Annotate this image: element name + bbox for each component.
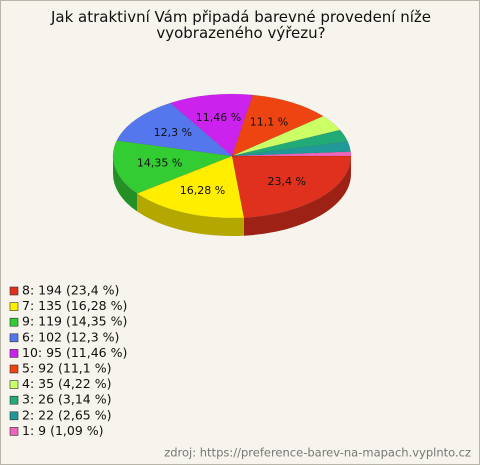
pie-slice <box>231 151 352 157</box>
pie-slice <box>169 93 254 157</box>
pie-side <box>113 156 138 212</box>
legend-swatch <box>9 364 19 374</box>
slice-label: 12,3 % <box>154 126 192 139</box>
pie-slice <box>116 102 233 157</box>
pie-side <box>137 193 244 236</box>
pie-slice <box>112 140 233 194</box>
legend-label: 10: 95 (11,46 %) <box>22 345 127 360</box>
pie-side <box>243 156 351 236</box>
pie-slice <box>136 155 245 219</box>
legend-swatch <box>9 427 19 436</box>
legend-swatch <box>9 411 19 421</box>
pie-slice <box>231 129 349 157</box>
slice-label: 11,46 % <box>196 111 241 124</box>
legend-swatch <box>9 286 19 296</box>
legend-swatch <box>9 317 19 327</box>
pie-slice <box>231 94 324 157</box>
pie-slice <box>231 155 352 218</box>
legend-label: 5: 92 (11,1 %) <box>22 361 111 376</box>
chart-title: Jak atraktivní Vám připadá barevné prove… <box>50 8 432 42</box>
legend-label: 3: 26 (3,14 %) <box>22 392 111 407</box>
legend-label: 7: 135 (16,28 %) <box>22 298 127 313</box>
legend-swatch <box>9 333 19 343</box>
slice-label: 11,1 % <box>250 116 288 129</box>
legend-label: 9: 119 (14,35 %) <box>22 314 127 329</box>
pie-slice <box>231 115 341 157</box>
legend-label: 4: 35 (4,22 %) <box>22 376 111 391</box>
legend-swatch <box>9 349 19 358</box>
legend-label: 1: 9 (1,09 %) <box>22 423 104 438</box>
legend-label: 6: 102 (12,3 %) <box>22 329 119 344</box>
legend-label: 2: 22 (2,65 %) <box>22 407 111 422</box>
legend-label: 8: 194 (23,4 %) <box>22 283 119 298</box>
slice-label: 16,28 % <box>180 184 225 197</box>
legend-swatch <box>9 395 19 405</box>
slice-label: 23,4 % <box>267 175 305 188</box>
legend-swatch <box>9 302 19 311</box>
slice-label: 14,35 % <box>137 157 182 170</box>
source-note: zdroj: https://preference-barev-na-mapac… <box>164 446 471 460</box>
legend-swatch <box>9 380 19 389</box>
pie-slice <box>231 141 352 157</box>
